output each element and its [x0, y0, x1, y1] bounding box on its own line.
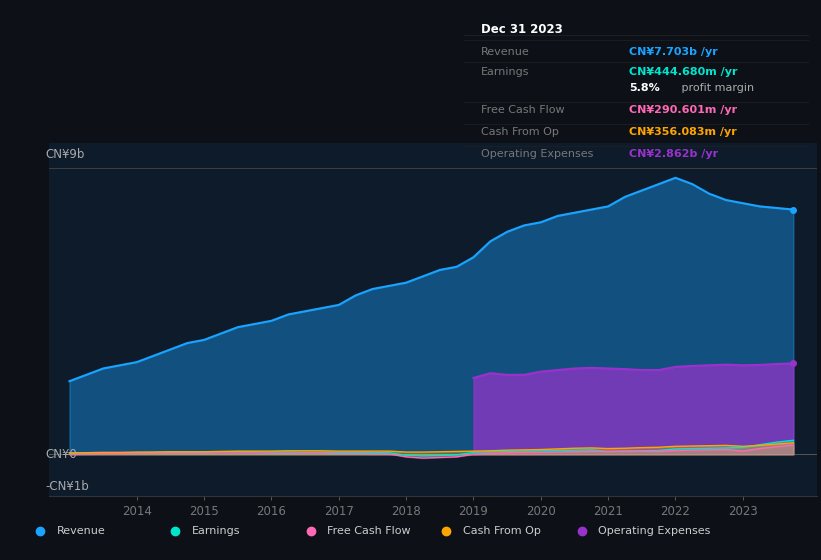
- Text: Operating Expenses: Operating Expenses: [599, 526, 711, 535]
- Text: CN¥444.680m /yr: CN¥444.680m /yr: [630, 67, 738, 77]
- Text: 5.8%: 5.8%: [630, 83, 660, 94]
- Text: Revenue: Revenue: [57, 526, 105, 535]
- Text: Earnings: Earnings: [192, 526, 241, 535]
- Text: Cash From Op: Cash From Op: [481, 127, 559, 137]
- Text: Operating Expenses: Operating Expenses: [481, 149, 594, 159]
- Text: CN¥7.703b /yr: CN¥7.703b /yr: [630, 46, 718, 57]
- Text: Cash From Op: Cash From Op: [463, 526, 541, 535]
- Text: Earnings: Earnings: [481, 67, 530, 77]
- Text: Free Cash Flow: Free Cash Flow: [328, 526, 411, 535]
- Text: -CN¥1b: -CN¥1b: [45, 479, 89, 493]
- Text: Dec 31 2023: Dec 31 2023: [481, 23, 563, 36]
- Text: CN¥0: CN¥0: [45, 448, 77, 461]
- Text: CN¥290.601m /yr: CN¥290.601m /yr: [630, 105, 737, 115]
- Text: CN¥356.083m /yr: CN¥356.083m /yr: [630, 127, 737, 137]
- Text: Free Cash Flow: Free Cash Flow: [481, 105, 565, 115]
- Text: CN¥9b: CN¥9b: [45, 148, 85, 161]
- Text: profit margin: profit margin: [677, 83, 754, 94]
- Text: Revenue: Revenue: [481, 46, 530, 57]
- Text: CN¥2.862b /yr: CN¥2.862b /yr: [630, 149, 718, 159]
